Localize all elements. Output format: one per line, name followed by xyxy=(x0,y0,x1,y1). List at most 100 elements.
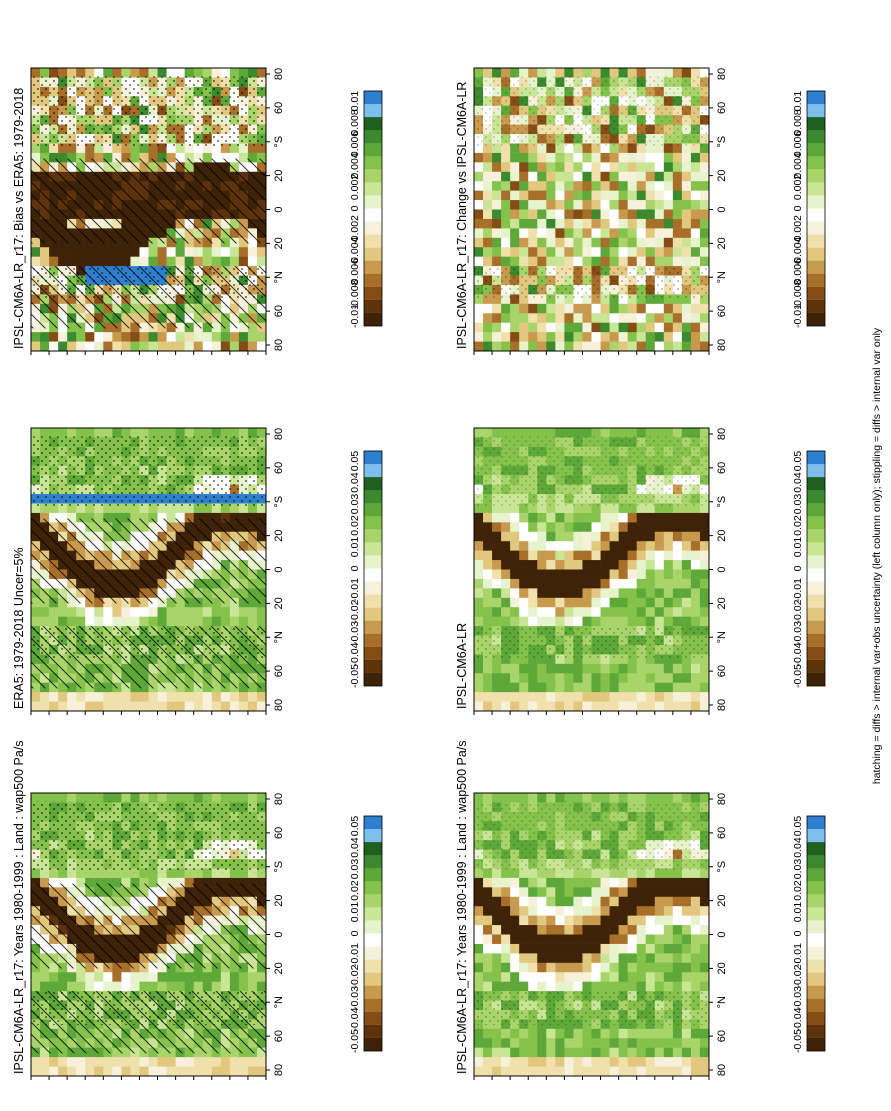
colorbar-label: -0.002 xyxy=(792,215,804,245)
colorbar-swatch xyxy=(364,568,382,582)
colorbar-swatch xyxy=(807,542,825,556)
colorbar-swatch xyxy=(364,156,382,170)
panel-title: IPSL-CM6A-LR_r17: Bias vs ERA5: 1979-201… xyxy=(12,88,26,349)
colorbar-swatch xyxy=(807,299,825,313)
lat-tick-label: 80 xyxy=(716,699,728,711)
colorbar-label: -0.006 xyxy=(349,258,361,288)
colorbar-swatch xyxy=(807,920,825,934)
panel-title: IPSL-CM6A-LR_r17: Years 1980-1999 : Land… xyxy=(455,740,469,1074)
colorbar-swatch xyxy=(807,463,825,478)
colorbar: -0.01-0.008-0.006-0.004-0.002 0 0.0020.004… xyxy=(349,90,383,328)
colorbar-swatch xyxy=(364,1011,382,1025)
panel-title: IPSL-CM6A-LR xyxy=(455,623,469,709)
lat-tick-label: °N xyxy=(273,271,285,283)
colorbar-label: 0 xyxy=(349,205,361,211)
colorbar-label: -0.01 xyxy=(349,304,361,328)
colorbar-label: -0.01 xyxy=(349,578,361,602)
panel-row2-col1: ERA5: 1979-2018 Uncer=5% 80 60 °N 20 0 20 °S 60 8… xyxy=(12,427,383,715)
colorbar-swatch xyxy=(807,312,825,326)
stippling-overlay xyxy=(31,626,266,661)
stippling-overlay xyxy=(31,801,266,873)
colorbar-swatch xyxy=(807,633,825,647)
colorbar-frame xyxy=(363,815,383,1052)
colorbar-swatch xyxy=(807,659,825,673)
panel-row2-col2: IPSL-CM6A-LR 8060°N20020°S6080-0.05-0.04-… xyxy=(455,427,826,715)
colorbar-swatch xyxy=(807,529,825,543)
colorbar-swatch xyxy=(807,195,825,209)
colorbar-swatch xyxy=(364,286,382,300)
lat-tick-label: °N xyxy=(273,631,285,643)
colorbar-label: 0.006 xyxy=(349,131,361,157)
panel-title: IPSL-CM6A-LR_r17: Years 1980-1999 : Land… xyxy=(12,740,26,1074)
colorbar-label: 0.01 xyxy=(792,537,804,558)
stippling-overlay xyxy=(474,626,709,661)
colorbar-swatch xyxy=(364,503,382,517)
colorbar-label: 0 xyxy=(349,565,361,571)
colorbar-swatch xyxy=(807,260,825,274)
colorbar-swatch xyxy=(807,868,825,882)
lat-tick-label: °S xyxy=(273,861,285,873)
colorbar-swatch xyxy=(807,129,825,144)
colorbar-label: -0.04 xyxy=(349,1007,361,1031)
colorbar-swatch xyxy=(807,450,825,465)
lat-tick-label: °S xyxy=(273,136,285,148)
stippling-overlay xyxy=(474,436,709,508)
panel-title: ERA5: 1979-2018 Uncer=5% xyxy=(12,547,26,709)
lat-tick-label: 20 xyxy=(716,962,728,974)
colorbar-label: 0.03 xyxy=(792,859,804,880)
panel-row1-col2: IPSL-CM6A-LR_r17: Years 1980-1999 : Land… xyxy=(455,740,826,1080)
colorbar-swatch xyxy=(807,516,825,530)
lat-tick-label: °S xyxy=(273,496,285,508)
stippling-overlay xyxy=(31,266,266,301)
lat-tick-label: 20 xyxy=(716,170,728,182)
colorbar-label: -0.04 xyxy=(792,642,804,666)
stippling-overlay xyxy=(474,801,709,873)
colorbar-swatch xyxy=(364,620,382,634)
lat-tick-label: 60 xyxy=(273,102,285,114)
lat-tick-label: 80 xyxy=(273,1064,285,1076)
colorbar-swatch xyxy=(364,234,382,248)
colorbar-swatch xyxy=(364,299,382,313)
colorbar-label: 0.01 xyxy=(349,91,361,112)
stippling-overlay xyxy=(31,76,266,148)
colorbar-swatch xyxy=(807,998,825,1012)
colorbar-swatch xyxy=(364,894,382,908)
lat-tick-label: 20 xyxy=(273,170,285,182)
colorbar: -0.05-0.04-0.03-0.02-0.0100.010.020.030.… xyxy=(792,450,826,688)
colorbar: -0.01-0.008-0.006-0.004-0.002 0 0.0020.004… xyxy=(792,90,826,328)
colorbar-swatch xyxy=(364,594,382,608)
colorbar-swatch xyxy=(807,594,825,608)
colorbar-label: -0.01 xyxy=(792,304,804,328)
colorbar-label: -0.02 xyxy=(792,599,804,623)
colorbar-swatch xyxy=(364,489,382,504)
colorbar-swatch xyxy=(807,959,825,973)
colorbar-swatch xyxy=(364,208,382,222)
colorbar-swatch xyxy=(364,672,382,686)
lat-tick-label: 80 xyxy=(716,793,728,805)
lat-tick-label: 80 xyxy=(273,428,285,440)
colorbar-swatch xyxy=(807,672,825,686)
colorbar-swatch xyxy=(807,182,825,196)
colorbar-swatch xyxy=(364,555,382,569)
lat-tick-label: 80 xyxy=(716,428,728,440)
colorbar-swatch xyxy=(364,659,382,673)
hatching-overlay xyxy=(31,158,266,244)
colorbar-label: -0.01 xyxy=(792,578,804,602)
footer-caption: hatching = diffs > internal var+obs unce… xyxy=(871,327,883,784)
colorbar-swatch xyxy=(364,933,382,947)
lat-tick-label: 20 xyxy=(273,237,285,249)
lat-tick-label: 60 xyxy=(273,462,285,474)
colorbar-swatch xyxy=(364,221,382,235)
colorbar-swatch xyxy=(807,286,825,300)
lat-tick-label: 60 xyxy=(273,827,285,839)
colorbar-label: 0.03 xyxy=(349,859,361,880)
colorbar-swatch xyxy=(364,90,382,105)
panel-title: IPSL-CM6A-LR_r17: Change vs IPSL-CM6A-LR xyxy=(455,82,469,349)
colorbar-swatch xyxy=(364,450,382,465)
colorbar-swatch xyxy=(807,116,825,131)
colorbar-label: 0.004 xyxy=(349,152,361,178)
colorbar-label: 0.04 xyxy=(792,472,804,493)
colorbar-label: 0.05 xyxy=(792,451,804,472)
colorbar-label: 0.008 xyxy=(792,109,804,135)
